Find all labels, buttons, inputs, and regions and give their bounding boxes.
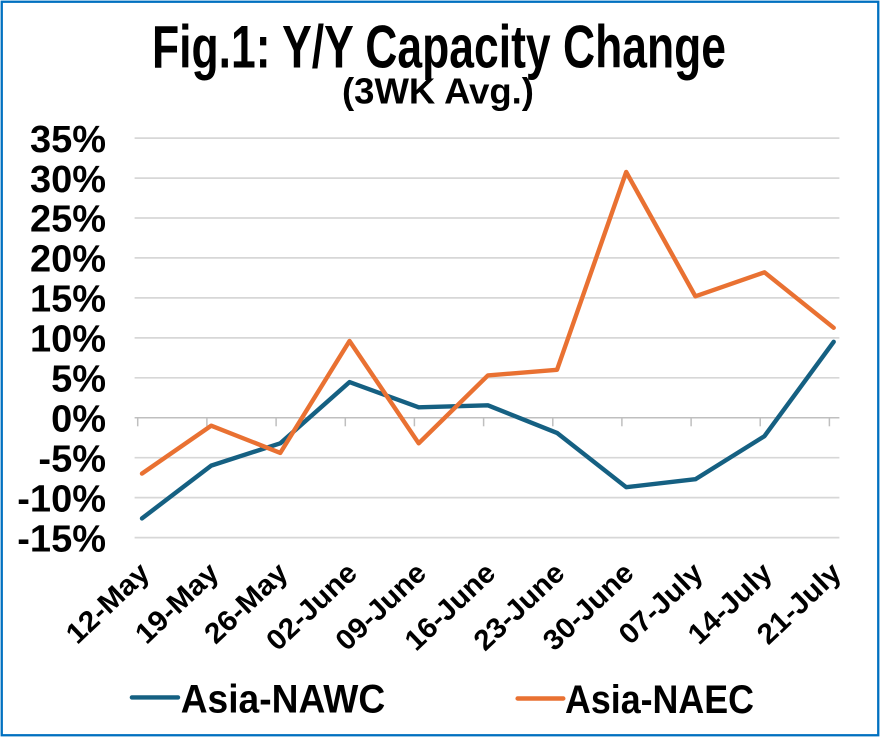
svg-text:10%: 10%: [30, 319, 106, 361]
svg-text:-10%: -10%: [17, 478, 106, 520]
svg-text:5%: 5%: [51, 359, 106, 401]
svg-text:30%: 30%: [30, 159, 106, 201]
svg-text:Asia-NAWC: Asia-NAWC: [181, 678, 386, 722]
svg-text:20%: 20%: [30, 239, 106, 281]
svg-text:35%: 35%: [30, 119, 106, 161]
svg-text:0%: 0%: [51, 399, 106, 441]
svg-text:-5%: -5%: [38, 438, 106, 480]
svg-text:(3WK Avg.): (3WK Avg.): [342, 70, 534, 111]
svg-text:15%: 15%: [30, 279, 106, 321]
svg-text:Asia-NAEC: Asia-NAEC: [565, 678, 754, 722]
svg-text:-15%: -15%: [17, 518, 106, 560]
svg-text:25%: 25%: [30, 199, 106, 241]
svg-text:Fig.1: Y/Y Capacity Change: Fig.1: Y/Y Capacity Change: [152, 14, 726, 81]
